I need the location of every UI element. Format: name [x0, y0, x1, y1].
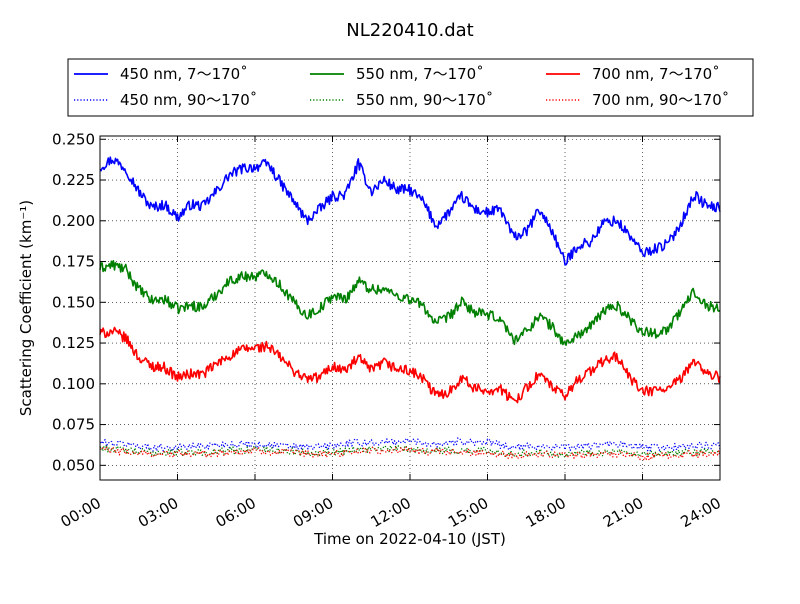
- legend-entry-label: 550 nm, 90～170˚: [356, 91, 493, 109]
- plot-series: [99, 156, 721, 461]
- legend-entry-label: 450 nm, 90～170˚: [120, 91, 257, 109]
- y-tick-label: 0.075: [52, 416, 95, 434]
- series-line: [99, 156, 721, 266]
- legend: 450 nm, 7～170˚ 550 nm, 7～170˚ 700 nm, 7～17…: [67, 58, 754, 117]
- y-tick-label: 0.225: [52, 171, 95, 189]
- series-line: [99, 259, 721, 347]
- legend-entry-label: 450 nm, 7～170˚: [120, 65, 248, 83]
- legend-frame: [67, 58, 754, 117]
- legend-entry-label: 550 nm, 7～170˚: [356, 65, 484, 83]
- y-tick-label: 0.250: [52, 130, 95, 148]
- series-line: [99, 446, 721, 461]
- y-tick-label: 0.100: [52, 375, 95, 393]
- y-tick-label: 0.150: [52, 293, 95, 311]
- legend-entry-label: 700 nm, 90～170˚: [592, 91, 729, 109]
- y-tick-label: 0.200: [52, 212, 95, 230]
- y-tick-label: 0.050: [52, 456, 95, 474]
- x-axis-label: Time on 2022-04-10 (JST): [313, 530, 506, 548]
- series-line: [99, 326, 721, 404]
- y-axis-label: Scattering Coefficient (km⁻¹): [17, 200, 35, 416]
- legend-entry-label: 700 nm, 7～170˚: [592, 65, 720, 83]
- y-tick-label: 0.175: [52, 253, 95, 271]
- y-tick-label: 0.125: [52, 334, 95, 352]
- chart-title: NL220410.dat: [346, 20, 473, 41]
